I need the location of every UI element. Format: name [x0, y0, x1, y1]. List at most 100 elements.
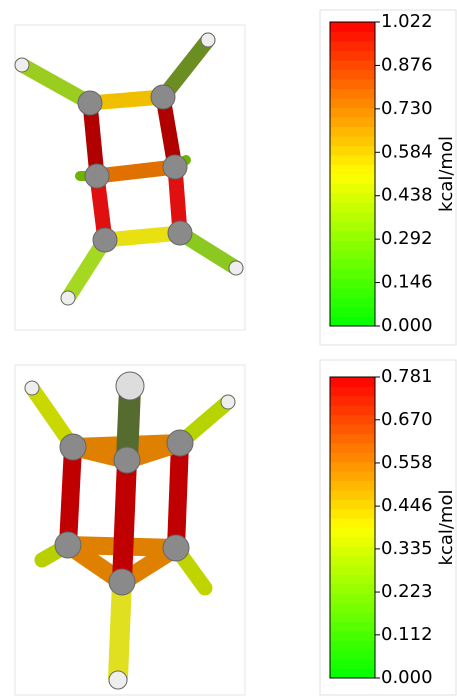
color-band	[330, 490, 375, 500]
color-band	[330, 603, 375, 613]
color-band	[330, 108, 375, 118]
tick-label: 0.000	[381, 315, 433, 336]
atom	[116, 372, 144, 400]
bond	[176, 443, 180, 548]
color-band	[330, 203, 375, 213]
atom	[221, 395, 235, 409]
color-band	[330, 537, 375, 547]
color-band	[330, 471, 375, 481]
tick-label: 0.438	[381, 185, 433, 206]
atom	[85, 164, 109, 188]
color-band	[330, 260, 375, 270]
atom	[15, 58, 29, 72]
color-band	[330, 480, 375, 490]
figure: 0.0000.1460.2920.4380.5840.7300.8761.022…	[0, 0, 457, 696]
color-band	[330, 462, 375, 472]
color-band	[330, 556, 375, 566]
color-band	[330, 415, 375, 425]
color-band	[330, 136, 375, 146]
color-band	[330, 222, 375, 232]
color-band	[330, 631, 375, 641]
axis-label: kcal/mol	[436, 136, 457, 212]
color-band	[330, 612, 375, 622]
color-band	[330, 193, 375, 203]
atom	[60, 434, 86, 460]
tick-label: 0.112	[381, 624, 433, 645]
bond	[122, 460, 127, 582]
color-band	[330, 640, 375, 650]
color-band	[330, 51, 375, 61]
tick-label: 0.558	[381, 452, 433, 473]
color-band	[330, 452, 375, 462]
color-band	[330, 307, 375, 317]
color-band	[330, 622, 375, 632]
atom	[93, 228, 117, 252]
axis-label: kcal/mol	[436, 490, 457, 566]
atom	[61, 291, 75, 305]
tick-label: 0.146	[381, 272, 433, 293]
color-band	[330, 650, 375, 660]
color-band	[330, 528, 375, 538]
color-band	[330, 41, 375, 51]
tick-label: 0.292	[381, 228, 433, 249]
color-band	[330, 70, 375, 80]
tick-label: 0.446	[381, 495, 433, 516]
color-band	[330, 32, 375, 42]
color-band	[330, 155, 375, 165]
color-band	[330, 396, 375, 406]
color-band	[330, 165, 375, 175]
atom	[109, 569, 135, 595]
atom	[151, 85, 175, 109]
atom	[168, 221, 192, 245]
atom	[229, 261, 243, 275]
tick-label: 1.022	[381, 11, 433, 32]
tick-label: 0.781	[381, 366, 433, 387]
atom	[163, 155, 187, 179]
color-band	[330, 546, 375, 556]
color-band	[330, 279, 375, 289]
color-band	[330, 433, 375, 443]
color-band	[330, 146, 375, 156]
color-band	[330, 98, 375, 108]
color-band	[330, 317, 375, 327]
color-band	[330, 241, 375, 251]
atom	[201, 33, 215, 47]
color-band	[330, 565, 375, 575]
color-band	[330, 659, 375, 669]
tick-label: 0.335	[381, 538, 433, 559]
color-band	[330, 424, 375, 434]
atom	[109, 671, 127, 689]
color-band	[330, 443, 375, 453]
color-band	[330, 269, 375, 279]
color-band	[330, 669, 375, 679]
color-band	[330, 184, 375, 194]
color-band	[330, 593, 375, 603]
tick-label: 0.670	[381, 409, 433, 430]
color-band	[330, 174, 375, 184]
color-band	[330, 117, 375, 127]
color-band	[330, 212, 375, 222]
tick-label: 0.730	[381, 98, 433, 119]
color-band	[330, 127, 375, 137]
color-band	[330, 60, 375, 70]
color-band	[330, 377, 375, 387]
tick-label: 0.000	[381, 667, 433, 688]
color-band	[330, 89, 375, 99]
color-band	[330, 298, 375, 308]
color-band	[330, 509, 375, 519]
atom	[78, 91, 102, 115]
color-band	[330, 22, 375, 32]
bond	[118, 582, 122, 678]
atom	[55, 532, 81, 558]
tick-label: 0.584	[381, 141, 433, 162]
atom	[163, 535, 189, 561]
tick-label: 0.223	[381, 581, 433, 602]
bond	[68, 447, 73, 545]
color-band	[330, 250, 375, 260]
color-band	[330, 405, 375, 415]
atom	[167, 430, 193, 456]
color-band	[330, 575, 375, 585]
atom	[114, 447, 140, 473]
color-band	[330, 584, 375, 594]
color-band	[330, 288, 375, 298]
